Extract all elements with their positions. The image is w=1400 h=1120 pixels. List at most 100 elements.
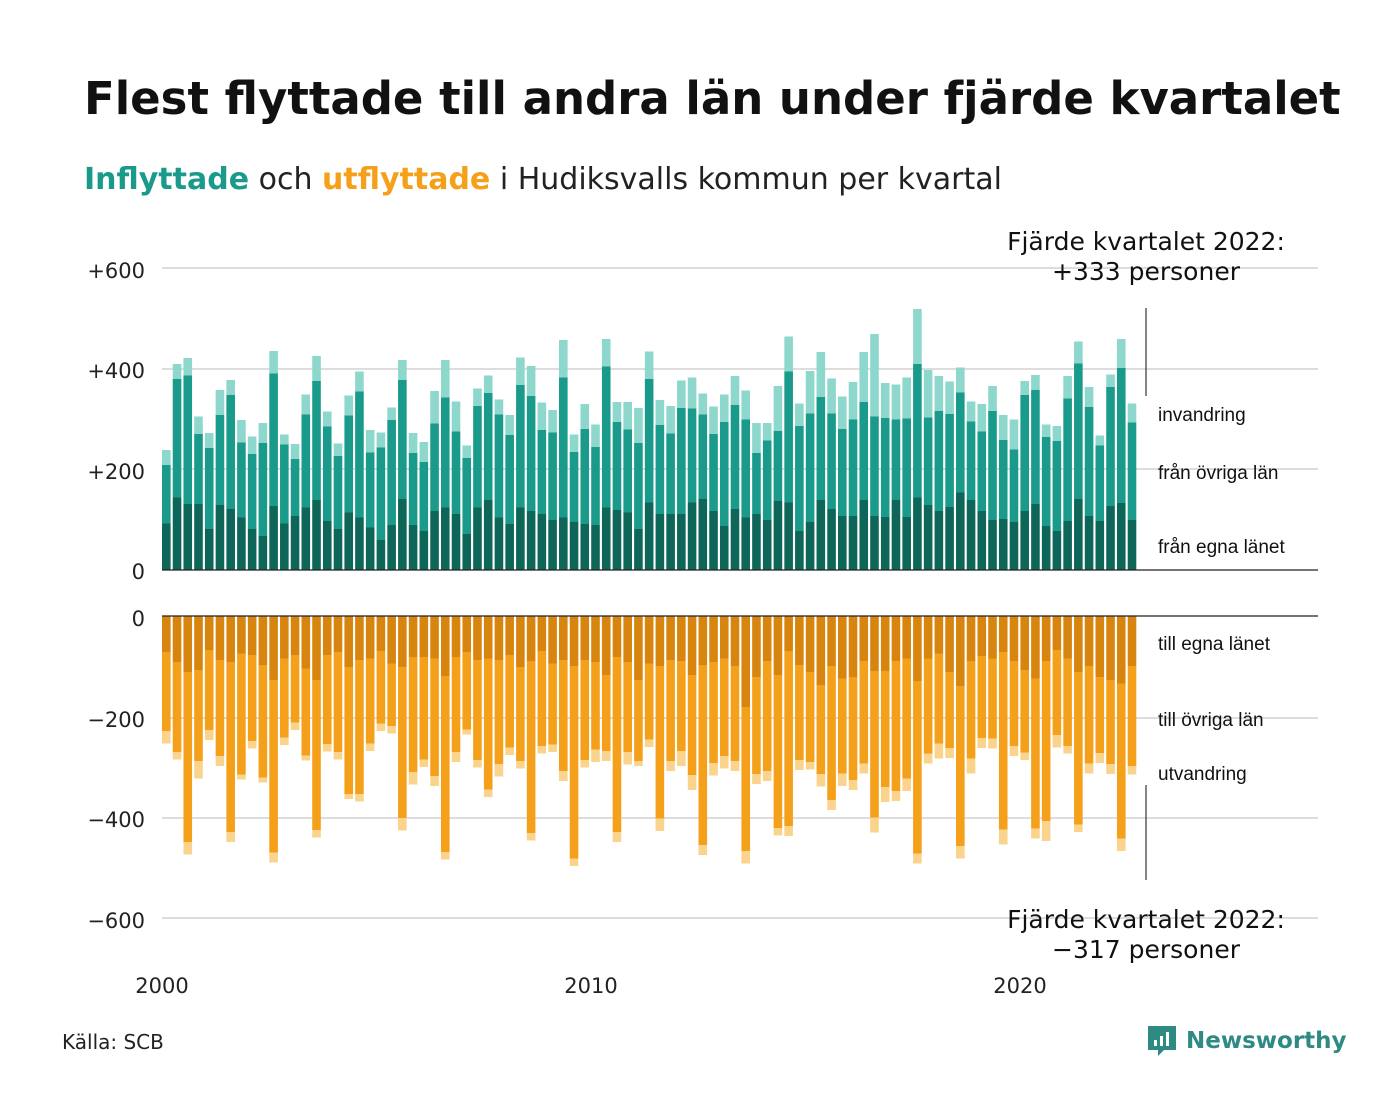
bar-out-utvandring bbox=[795, 760, 804, 770]
bar-in-invandring bbox=[419, 442, 429, 462]
label-till-egna-lanet: till egna länet bbox=[1158, 634, 1271, 655]
bar-out-utvandring bbox=[601, 751, 611, 761]
bar-in-fran-egna-lanet bbox=[945, 507, 954, 570]
bar-in-fran-egna-lanet bbox=[365, 527, 375, 570]
inflow-bars bbox=[162, 309, 1137, 570]
x-tick: 2010 bbox=[564, 974, 617, 998]
x-tick: 2020 bbox=[993, 974, 1046, 998]
bar-out-till-ovriga-lan bbox=[762, 661, 772, 771]
bar-in-fran-ovriga-lan bbox=[183, 375, 193, 504]
bar-out-till-egna-lanet bbox=[301, 616, 311, 669]
label-till-ovriga-lan: till övriga län bbox=[1158, 710, 1264, 731]
bar-in-fran-ovriga-lan bbox=[548, 432, 557, 520]
bar-in-invandring bbox=[719, 394, 729, 422]
bar-in-fran-ovriga-lan bbox=[719, 422, 729, 526]
bar-in-fran-egna-lanet bbox=[398, 499, 407, 570]
bar-in-invandring bbox=[752, 423, 761, 453]
bar-in-invandring bbox=[258, 423, 268, 443]
bar-in-invandring bbox=[1106, 374, 1115, 387]
bar-in-fran-egna-lanet bbox=[237, 517, 246, 570]
bar-out-till-ovriga-lan bbox=[312, 680, 321, 830]
bar-in-fran-egna-lanet bbox=[580, 524, 590, 570]
bar-in-fran-egna-lanet bbox=[451, 514, 461, 570]
bar-out-utvandring bbox=[247, 741, 257, 749]
bar-in-invandring bbox=[387, 407, 396, 420]
bar-out-till-ovriga-lan bbox=[634, 680, 643, 761]
bar-in-fran-ovriga-lan bbox=[526, 396, 536, 511]
bar-out-till-ovriga-lan bbox=[1084, 666, 1094, 764]
bar-in-fran-ovriga-lan bbox=[837, 429, 847, 516]
bar-in-fran-egna-lanet bbox=[730, 509, 740, 570]
bar-in-fran-egna-lanet bbox=[516, 507, 525, 570]
bar-in-fran-ovriga-lan bbox=[322, 426, 332, 521]
label-fran-ovriga-lan: från övriga län bbox=[1158, 463, 1278, 484]
bar-out-till-egna-lanet bbox=[462, 616, 472, 652]
bar-in-invandring bbox=[215, 390, 225, 415]
bar-in-fran-ovriga-lan bbox=[376, 447, 386, 540]
bar-in-fran-egna-lanet bbox=[784, 502, 793, 570]
bar-out-utvandring bbox=[1009, 746, 1019, 756]
bar-out-till-egna-lanet bbox=[269, 616, 278, 680]
bar-out-till-egna-lanet bbox=[569, 616, 579, 666]
bar-in-fran-egna-lanet bbox=[956, 492, 965, 570]
bar-in-fran-egna-lanet bbox=[408, 525, 418, 570]
bar-out-till-egna-lanet bbox=[505, 616, 514, 655]
bar-out-till-egna-lanet bbox=[194, 616, 203, 670]
bar-in-invandring bbox=[237, 420, 246, 443]
bar-in-fran-egna-lanet bbox=[644, 502, 654, 570]
bar-out-till-ovriga-lan bbox=[548, 663, 557, 745]
bar-out-utvandring bbox=[183, 842, 193, 855]
bar-in-invandring bbox=[998, 415, 1008, 440]
bar-out-utvandring bbox=[365, 743, 375, 751]
bar-in-fran-egna-lanet bbox=[226, 509, 235, 570]
bar-out-utvandring bbox=[730, 761, 740, 771]
bar-out-till-ovriga-lan bbox=[655, 666, 665, 819]
bar-in-fran-egna-lanet bbox=[569, 522, 579, 570]
bar-in-invandring bbox=[601, 339, 611, 367]
bar-in-invandring bbox=[505, 415, 514, 435]
bar-out-till-ovriga-lan bbox=[1116, 683, 1126, 839]
bar-in-fran-ovriga-lan bbox=[516, 385, 525, 508]
bar-out-utvandring bbox=[322, 744, 332, 752]
bar-out-till-ovriga-lan bbox=[998, 652, 1008, 830]
bar-out-utvandring bbox=[172, 752, 182, 760]
bar-out-till-egna-lanet bbox=[859, 616, 869, 661]
bar-in-invandring bbox=[451, 401, 461, 432]
bar-in-invandring bbox=[902, 377, 911, 419]
bar-in-fran-ovriga-lan bbox=[730, 405, 740, 509]
bar-out-till-ovriga-lan bbox=[591, 662, 600, 750]
bar-out-till-egna-lanet bbox=[752, 616, 761, 677]
bar-out-till-egna-lanet bbox=[880, 616, 890, 671]
bar-out-utvandring bbox=[634, 761, 643, 766]
bar-out-till-ovriga-lan bbox=[419, 657, 429, 760]
bar-out-utvandring bbox=[269, 852, 278, 863]
bar-out-till-egna-lanet bbox=[709, 616, 718, 662]
bar-out-till-egna-lanet bbox=[612, 616, 622, 657]
bar-in-invandring bbox=[816, 352, 826, 397]
bar-out-utvandring bbox=[1116, 838, 1126, 851]
bar-out-utvandring bbox=[494, 764, 504, 777]
bar-in-fran-egna-lanet bbox=[966, 500, 976, 570]
bar-out-till-ovriga-lan bbox=[247, 655, 257, 741]
bar-out-till-egna-lanet bbox=[998, 616, 1008, 652]
bar-out-utvandring bbox=[913, 853, 922, 864]
bar-out-till-egna-lanet bbox=[408, 616, 418, 657]
bar-out-till-ovriga-lan bbox=[870, 671, 879, 818]
bar-in-invandring bbox=[473, 388, 482, 406]
bar-out-utvandring bbox=[998, 829, 1008, 845]
bar-in-fran-egna-lanet bbox=[1031, 504, 1040, 570]
bar-in-fran-ovriga-lan bbox=[387, 420, 396, 525]
bar-in-fran-egna-lanet bbox=[290, 516, 300, 570]
bar-out-till-ovriga-lan bbox=[226, 662, 235, 832]
series-labels: invandring från övriga län från egna län… bbox=[1158, 405, 1285, 785]
bar-out-utvandring bbox=[859, 763, 869, 774]
bar-in-fran-egna-lanet bbox=[923, 505, 933, 570]
bar-out-till-ovriga-lan bbox=[516, 667, 525, 761]
bar-in-fran-egna-lanet bbox=[655, 514, 665, 570]
bar-in-invandring bbox=[1084, 387, 1094, 407]
bar-out-utvandring bbox=[483, 789, 493, 797]
bar-out-till-ovriga-lan bbox=[559, 660, 568, 771]
bar-out-utvandring bbox=[677, 751, 686, 766]
bar-out-till-ovriga-lan bbox=[945, 672, 954, 748]
bar-out-till-egna-lanet bbox=[891, 616, 901, 661]
